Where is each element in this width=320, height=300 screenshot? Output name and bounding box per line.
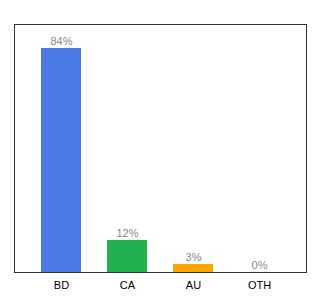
- svg-text:0%: 0%: [252, 259, 268, 271]
- svg-text:3%: 3%: [186, 251, 202, 263]
- svg-text:CA: CA: [120, 279, 136, 291]
- svg-text:BD: BD: [54, 279, 69, 291]
- svg-text:84%: 84%: [50, 35, 72, 47]
- svg-text:AU: AU: [186, 279, 201, 291]
- svg-text:OTH: OTH: [248, 279, 271, 291]
- svg-text:12%: 12%: [116, 227, 138, 239]
